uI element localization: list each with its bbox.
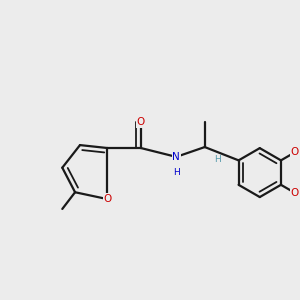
Text: O: O (291, 147, 299, 157)
Text: O: O (137, 118, 145, 128)
Text: H: H (173, 168, 180, 177)
Text: N: N (172, 152, 180, 162)
Text: H: H (214, 155, 221, 164)
Text: O: O (103, 194, 112, 204)
Text: O: O (291, 188, 299, 198)
